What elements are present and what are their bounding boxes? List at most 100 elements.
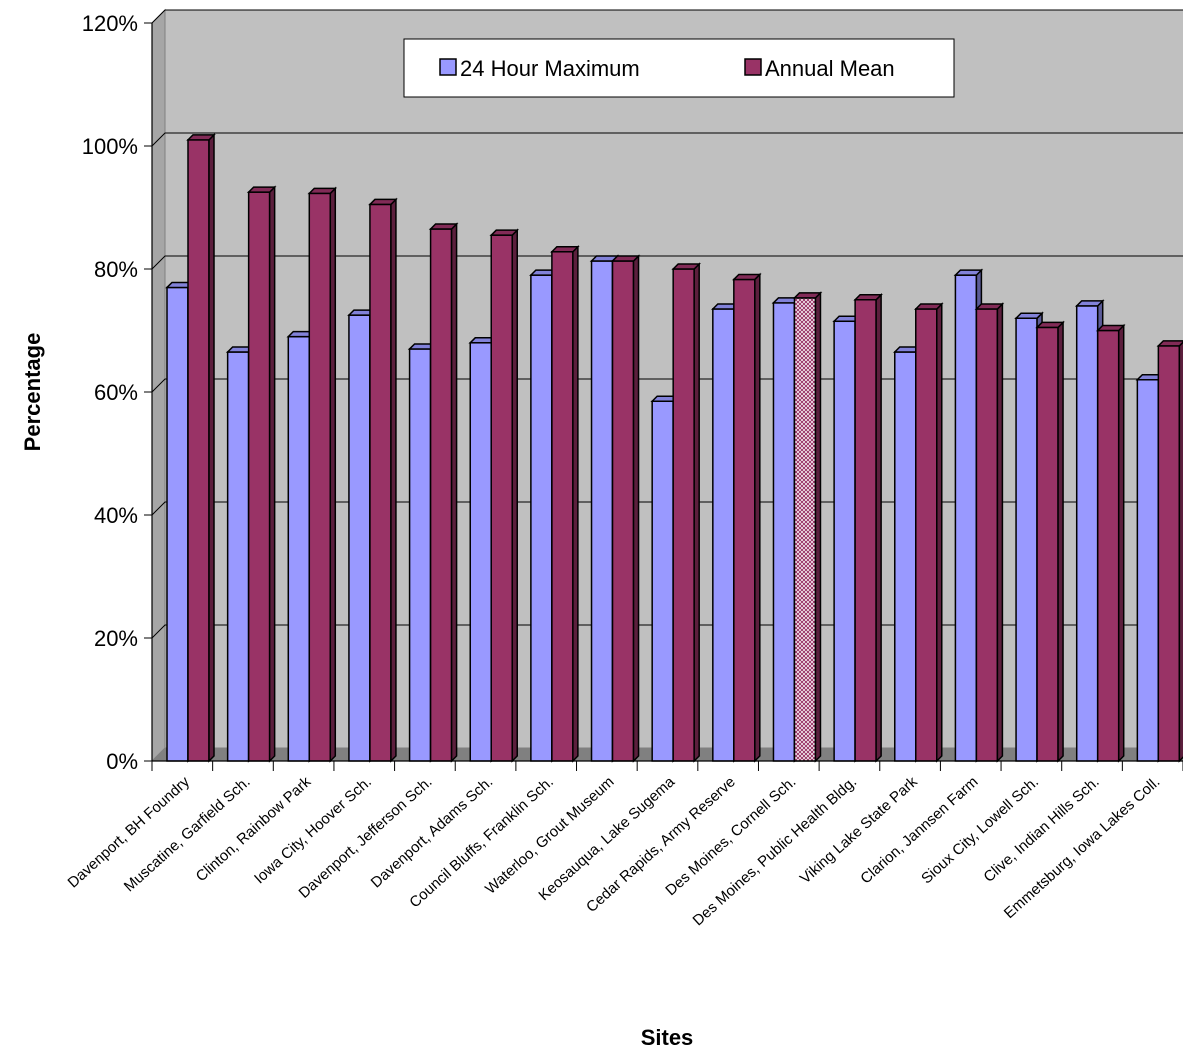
x-tick-label: Clarion, Jannsen Farm xyxy=(857,773,981,887)
bar-annual-mean-front xyxy=(369,203,392,762)
bar-annual-mean-side xyxy=(329,186,337,763)
bar-annual-mean xyxy=(913,302,944,763)
bar-annual-mean-top xyxy=(853,294,883,301)
bar-annual-mean-top xyxy=(974,303,1005,310)
bar-annual-mean xyxy=(1156,340,1183,763)
bar-annual-mean xyxy=(610,254,641,763)
bar-24-hour-maximum-top xyxy=(1014,312,1044,319)
bar-annual-mean-top xyxy=(550,246,580,253)
bar-annual-mean-front xyxy=(429,228,453,762)
bar-annual-mean-front xyxy=(793,297,817,762)
bar-annual-mean-side xyxy=(268,185,276,763)
bar-annual-mean xyxy=(186,133,216,763)
bar-annual-mean-side xyxy=(572,244,579,763)
bar-annual-mean-side xyxy=(208,133,215,763)
x-tick-label: Davenport, BH Foundry xyxy=(65,773,194,891)
y-tick-label: 120% xyxy=(82,11,138,36)
bar-24-hour-maximum-front xyxy=(287,335,311,762)
bar-24-hour-maximum-top xyxy=(953,269,984,276)
bar-annual-mean-front xyxy=(854,299,877,762)
bar-annual-mean-top xyxy=(368,198,398,206)
bar-annual-mean-front xyxy=(975,308,999,762)
bar-24-hour-maximum-front xyxy=(166,286,189,762)
bar-annual-mean-side xyxy=(996,302,1004,763)
y-tick-label: 80% xyxy=(94,257,138,282)
bar-annual-mean-side xyxy=(511,228,518,763)
bar-annual-mean xyxy=(307,186,338,763)
bar-24-hour-maximum-front xyxy=(712,308,735,762)
y-tick-labels: 0% 20% 40% 60% 80% 100% 120% xyxy=(82,11,138,774)
gridline xyxy=(151,132,1183,147)
bar-annual-mean xyxy=(246,185,277,763)
bar-annual-mean-side xyxy=(875,292,882,763)
bar-annual-mean-side xyxy=(936,302,943,763)
bar-24-hour-maximum-front xyxy=(226,351,250,762)
bar-annual-mean-front xyxy=(490,234,513,762)
bar-annual-mean xyxy=(368,197,398,763)
bar-annual-mean xyxy=(550,244,580,763)
bar-24-hour-maximum-front xyxy=(590,260,614,762)
bar-annual-mean-front xyxy=(733,278,756,762)
y-tick-label: 100% xyxy=(82,134,138,159)
x-tick-label: Clinton, Rainbow Park xyxy=(193,773,315,885)
bar-annual-mean-top xyxy=(489,229,520,236)
bar-annual-mean-front xyxy=(611,260,635,762)
bar-annual-mean-side xyxy=(1117,323,1125,763)
bar-annual-mean-side xyxy=(1057,320,1064,763)
bar-24-hour-maximum-front xyxy=(651,400,674,762)
bar-annual-mean-top xyxy=(307,187,338,195)
x-tick-label: Clive, Indian Hills Sch. xyxy=(980,773,1102,885)
bar-annual-mean xyxy=(1095,323,1126,763)
x-tick-label: Sioux City, Lowell Sch. xyxy=(918,773,1042,887)
bar-24-hour-maximum-front xyxy=(348,314,371,762)
gridline xyxy=(151,255,1183,270)
legend-swatch-24-hour-maximum xyxy=(439,58,457,76)
bar-annual-mean xyxy=(1035,320,1065,763)
legend: 24 Hour Maximum Annual Mean xyxy=(403,38,955,98)
bar-24-hour-maximum-top xyxy=(1074,300,1105,307)
bar-annual-mean-side xyxy=(814,291,822,763)
bar-24-hour-maximum-front xyxy=(1136,378,1160,762)
bar-annual-mean xyxy=(853,292,883,763)
bar-annual-mean-front xyxy=(308,192,332,762)
bar-annual-mean-side xyxy=(450,222,458,763)
x-tick-label: Davenport, Adams Sch. xyxy=(368,773,496,891)
x-tick-label: Iowa City, Hoover Sch. xyxy=(251,773,375,887)
bar-annual-mean-side xyxy=(693,262,700,763)
legend-label-24-hour-maximum: 24 Hour Maximum xyxy=(460,56,640,81)
bar-24-hour-maximum-front xyxy=(1015,317,1038,762)
axes-group xyxy=(144,22,1183,771)
bar-annual-mean-top xyxy=(610,255,641,262)
bar-annual-mean-side xyxy=(1178,341,1183,763)
bar-24-hour-maximum-front xyxy=(894,351,917,762)
legend-label-annual-mean: Annual Mean xyxy=(765,56,895,81)
x-tick-label: Viking Lake State Park xyxy=(797,773,921,887)
y-tick-label: 0% xyxy=(106,749,138,774)
bar-annual-mean xyxy=(792,291,823,763)
bar-annual-mean-front xyxy=(672,268,695,762)
bar-24-hour-maximum-front xyxy=(833,320,856,762)
bar-24-hour-maximum-front xyxy=(954,274,978,762)
bar-24-hour-maximum-front xyxy=(772,302,796,762)
bar-annual-mean-side xyxy=(390,197,397,763)
bar-annual-mean-top xyxy=(1156,340,1183,347)
y-tick-label: 20% xyxy=(94,626,138,651)
y-tick-label: 60% xyxy=(94,380,138,405)
bar-annual-mean-front xyxy=(915,308,938,762)
bar-annual-mean-front xyxy=(187,139,210,762)
bar-annual-mean-top xyxy=(792,292,823,299)
bar-annual-mean-front xyxy=(551,251,574,762)
legend-box xyxy=(403,38,955,98)
bar-24-hour-maximum-front xyxy=(530,274,553,762)
bar-annual-mean-top xyxy=(732,273,762,281)
gridline xyxy=(151,9,1183,24)
x-axis-title: Sites xyxy=(641,1025,694,1050)
bar-annual-mean-top xyxy=(186,134,216,141)
bar-24-hour-maximum-front xyxy=(408,348,432,762)
bar-annual-mean-top xyxy=(428,223,459,230)
bar-annual-mean xyxy=(428,222,459,763)
bar-annual-mean xyxy=(974,302,1005,763)
bar-annual-mean xyxy=(732,272,762,763)
bar-annual-mean-front xyxy=(1157,345,1181,762)
legend-swatch-annual-mean xyxy=(744,58,762,76)
